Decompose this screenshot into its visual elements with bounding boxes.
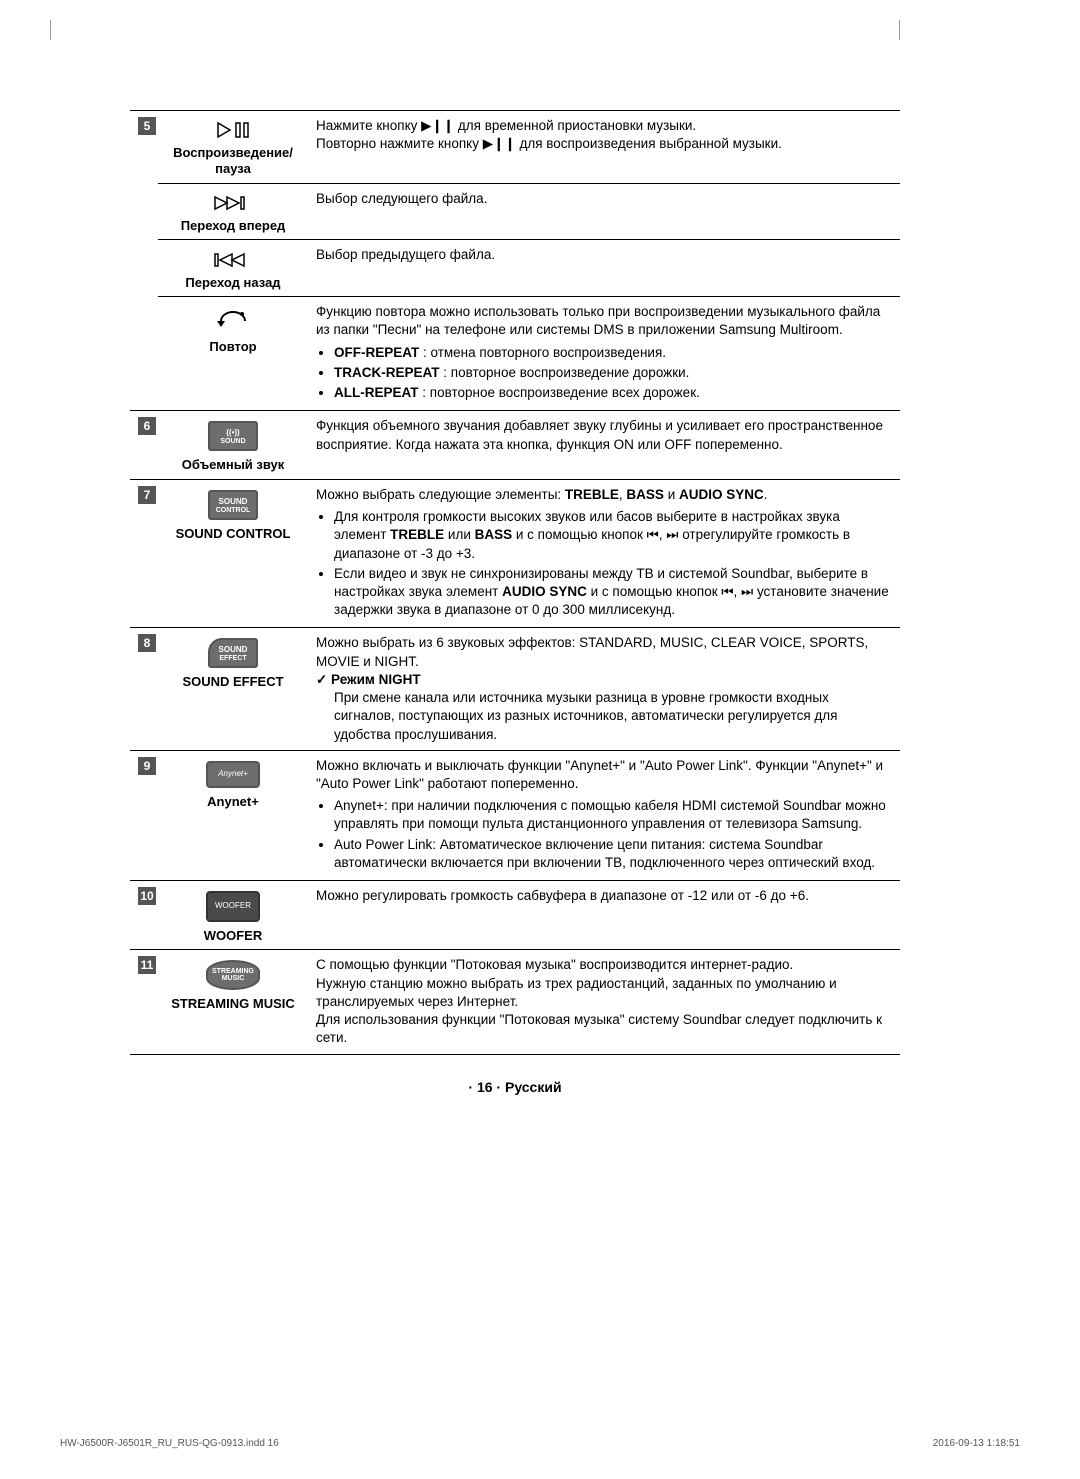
function-icon-cell: ((•))SOUNDОбъемный звук [158, 411, 308, 480]
function-icon-cell: SOUNDEFFECTSOUND EFFECT [158, 628, 308, 750]
remote-button-icon: Anynet+ [166, 761, 300, 788]
row-number: 10 [130, 881, 158, 950]
function-description: Можно включать и выключать функции "Anyn… [308, 750, 900, 880]
function-description: Можно выбрать следующие элементы: TREBLE… [308, 479, 900, 628]
footer-left: HW-J6500R-J6501R_RU_RUS-QG-0913.indd 16 [60, 1438, 279, 1449]
skip-fwd-icon [166, 194, 300, 212]
function-icon-cell: SOUNDCONTROLSOUND CONTROL [158, 479, 308, 628]
play-pause-icon [166, 121, 300, 139]
function-icon-cell: STREAMINGMUSICSTREAMING MUSIC [158, 950, 308, 1054]
function-description: Можно регулировать громкость сабвуфера в… [308, 881, 900, 950]
function-icon-cell: Переход назад [158, 240, 308, 297]
function-description: Функция объемного звучания добавляет зву… [308, 411, 900, 480]
row-number: 6 [130, 411, 158, 480]
row-number: 8 [130, 628, 158, 750]
row-number: 11 [130, 950, 158, 1054]
function-icon-cell: Переход вперед [158, 183, 308, 240]
repeat-icon [166, 307, 300, 333]
function-description: Нажмите кнопку ▶❙❙ для временной приоста… [308, 111, 900, 184]
remote-functions-table: 5Воспроизведение/ паузаНажмите кнопку ▶❙… [130, 110, 900, 1055]
remote-button-icon: STREAMINGMUSIC [166, 960, 300, 990]
function-icon-cell: Anynet+Anynet+ [158, 750, 308, 880]
function-description: Выбор предыдущего файла. [308, 240, 900, 297]
row-number: 5 [130, 111, 158, 411]
remote-button-icon: ((•))SOUND [166, 421, 300, 451]
function-icon-cell: Повтор [158, 297, 308, 411]
remote-button-icon: SOUNDCONTROL [166, 490, 300, 520]
function-description: С помощью функции "Потоковая музыка" вос… [308, 950, 900, 1054]
print-footer: HW-J6500R-J6501R_RU_RUS-QG-0913.indd 16 … [60, 1438, 1020, 1449]
function-description: Можно выбрать из 6 звуковых эффектов: ST… [308, 628, 900, 750]
row-number: 9 [130, 750, 158, 880]
function-description: Функцию повтора можно использовать тольк… [308, 297, 900, 411]
page-footer-center: · 16 · Русский [130, 1079, 900, 1095]
skip-back-icon [166, 250, 300, 268]
remote-button-icon: SOUNDEFFECT [166, 638, 300, 668]
remote-button-icon: WOOFER [166, 891, 300, 922]
footer-right: 2016-09-13 1:18:51 [933, 1438, 1020, 1449]
function-description: Выбор следующего файла. [308, 183, 900, 240]
row-number: 7 [130, 479, 158, 628]
function-icon-cell: Воспроизведение/ пауза [158, 111, 308, 184]
function-icon-cell: WOOFERWOOFER [158, 881, 308, 950]
